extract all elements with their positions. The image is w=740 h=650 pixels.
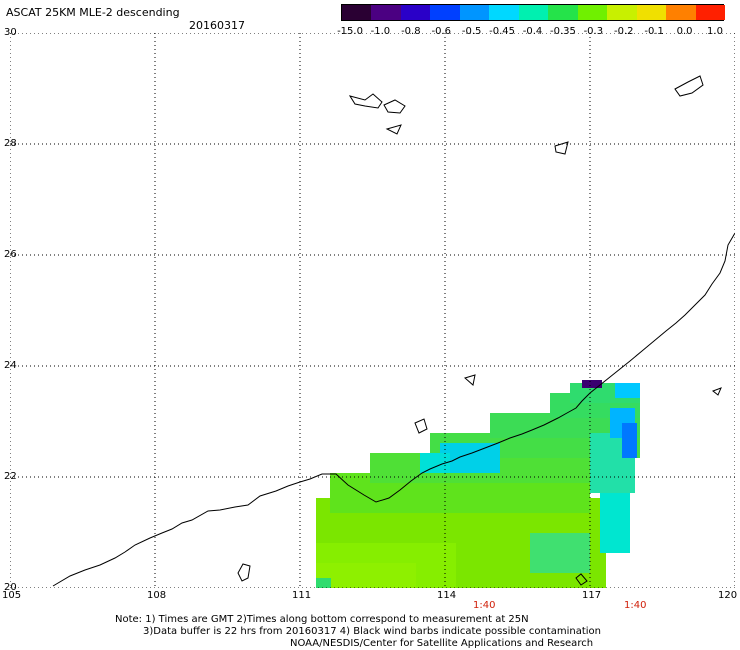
color-scale-segment: [400, 5, 431, 20]
wind-data-cell: [530, 533, 590, 573]
color-scale-label: 0.0: [676, 26, 693, 37]
island-2: [383, 99, 406, 114]
latitude-label: 20: [4, 582, 17, 593]
latitude-label: 28: [4, 138, 17, 149]
map-plot: [10, 33, 735, 588]
color-scale-segment: [636, 5, 667, 20]
color-scale-label: -0.3: [583, 26, 604, 37]
note-line-1: Note: 1) Times are GMT 2)Times along bot…: [115, 614, 529, 625]
hainan-coast-piece: [237, 563, 251, 582]
wind-data-cell: [615, 383, 640, 398]
china-coastline: [52, 232, 735, 587]
color-scale-segment: [371, 5, 402, 20]
island-7: [463, 374, 476, 386]
color-scale-label: -0.45: [489, 26, 516, 37]
island-3: [385, 124, 402, 135]
map-title: ASCAT 25KM MLE-2 descending: [6, 6, 180, 19]
color-scale-label: -0.1: [644, 26, 664, 37]
longitude-label: 105: [2, 590, 22, 601]
wind-data-cell: [316, 563, 416, 588]
color-scale-label: -0.35: [549, 26, 576, 37]
wind-data-cell: [600, 493, 630, 553]
latitude-label: 22: [4, 471, 17, 482]
note-line-2: 3)Data buffer is 22 hrs from 20160317 4)…: [143, 626, 601, 637]
color-scale-label: 1.0: [707, 26, 723, 37]
color-scale-segment: [607, 5, 638, 20]
coastline: [52, 75, 735, 587]
pass-time-2: 1:40: [624, 600, 647, 611]
color-scale-segment: [459, 5, 490, 20]
wind-data-cell: [622, 423, 637, 458]
longitude-label: 120: [718, 590, 738, 601]
color-scale-bar: [341, 4, 726, 21]
color-scale-segment: [342, 5, 372, 20]
color-scale-segment: [548, 5, 579, 20]
note-line-3: NOAA/NESDIS/Center for Satellite Applica…: [290, 638, 594, 649]
color-scale-label: -0.4: [522, 26, 543, 37]
island-9: [414, 418, 428, 434]
island-4: [554, 141, 569, 155]
color-scale-segment: [518, 5, 549, 20]
color-scale-label: -0.2: [613, 26, 634, 37]
latitude-label: 24: [4, 360, 17, 371]
wind-data-cell: [582, 380, 602, 388]
wind-data-swath: [316, 380, 640, 588]
island-1: [348, 93, 383, 109]
island-5: [674, 75, 704, 97]
wind-data-cell: [316, 578, 331, 588]
map-date: 20160317: [189, 19, 245, 32]
island-8: [575, 573, 588, 586]
longitude-label: 111: [292, 590, 312, 601]
longitude-label: 114: [437, 590, 457, 601]
latitude-label: 26: [4, 249, 17, 260]
pass-time-1: 1:40: [473, 600, 496, 611]
color-scale-segment: [666, 5, 697, 20]
color-scale-segment: [695, 5, 726, 20]
color-scale-label: -0.6: [431, 26, 452, 37]
color-scale-label: -0.5: [461, 26, 482, 37]
color-scale-label: -0.8: [401, 26, 421, 37]
latitude-label: 30: [4, 27, 17, 38]
island-6: [712, 387, 722, 396]
color-scale-segment: [577, 5, 608, 20]
color-scale-label: -1.0: [370, 26, 391, 37]
color-scale-label: -15.0: [337, 26, 363, 37]
lat-lon-grid: [10, 33, 735, 588]
color-scale-segment: [430, 5, 461, 20]
longitude-label: 108: [147, 590, 167, 601]
color-scale-segment: [489, 5, 520, 20]
wind-data-cell: [420, 453, 450, 473]
longitude-label: 117: [582, 590, 602, 601]
